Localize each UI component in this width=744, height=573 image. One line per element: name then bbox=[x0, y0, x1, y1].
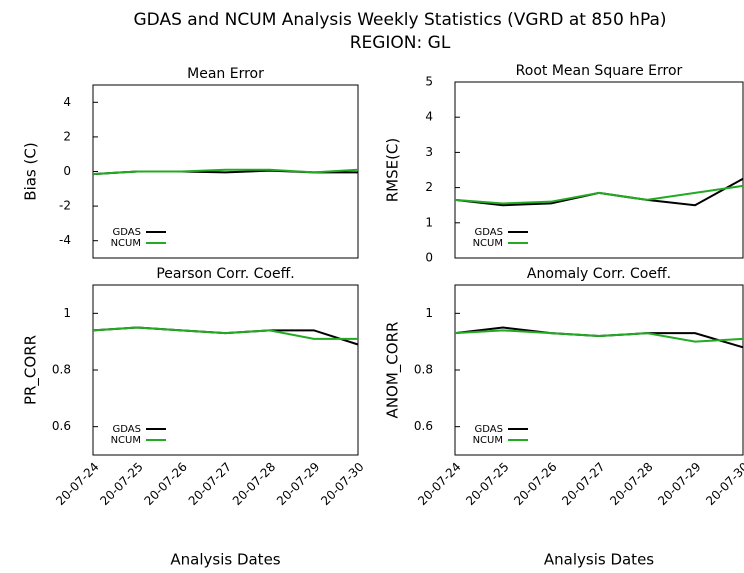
panel-title: Mean Error bbox=[187, 66, 264, 82]
chart-subtitle: REGION: GL bbox=[350, 33, 451, 53]
x-tick-label: 20-07-26 bbox=[142, 460, 190, 508]
y-tick-label: 4 bbox=[63, 95, 71, 109]
y-tick-label: 1 bbox=[425, 306, 433, 320]
x-tick-label: 20-07-25 bbox=[97, 460, 145, 508]
y-tick-label: 1 bbox=[425, 215, 433, 229]
x-tick-label: 20-07-30 bbox=[703, 460, 744, 508]
legend-label: NCUM bbox=[111, 435, 141, 446]
x-tick-label: 20-07-25 bbox=[463, 460, 511, 508]
y-axis-label: PR_CORR bbox=[22, 335, 41, 405]
legend-label: NCUM bbox=[111, 238, 141, 249]
data-line bbox=[92, 326, 358, 340]
panel-title: Root Mean Square Error bbox=[516, 63, 683, 79]
y-tick-label: 4 bbox=[425, 110, 433, 124]
data-line bbox=[92, 326, 359, 346]
data-line bbox=[92, 168, 359, 176]
y-tick-label: 2 bbox=[425, 180, 433, 194]
legend-label: NCUM bbox=[473, 238, 503, 249]
legend-label: GDAS bbox=[475, 424, 503, 435]
y-axis-label: ANOM_CORR bbox=[384, 322, 403, 419]
y-tick-label: 0.6 bbox=[414, 419, 433, 433]
legend-label: GDAS bbox=[113, 424, 141, 435]
data-line bbox=[454, 329, 744, 343]
x-tick-label: 20-07-28 bbox=[230, 460, 278, 508]
x-axis-label: Analysis Dates bbox=[544, 551, 654, 569]
panel-title: Anomaly Corr. Coeff. bbox=[527, 266, 671, 282]
data-line bbox=[454, 184, 744, 205]
x-tick-label: 20-07-29 bbox=[655, 460, 703, 508]
x-axis-label: Analysis Dates bbox=[170, 551, 280, 569]
x-tick-label: 20-07-30 bbox=[318, 460, 366, 508]
y-tick-label: 0.8 bbox=[414, 363, 433, 377]
y-tick-label: 2 bbox=[63, 129, 71, 143]
x-tick-label: 20-07-24 bbox=[53, 460, 101, 508]
y-tick-label: 5 bbox=[425, 75, 433, 89]
y-axis-label: RMSE(C) bbox=[384, 138, 402, 203]
plot-frame bbox=[454, 81, 744, 259]
y-tick-label: 0 bbox=[425, 251, 433, 265]
x-tick-label: 20-07-26 bbox=[511, 460, 559, 508]
x-tick-label: 20-07-29 bbox=[274, 460, 322, 508]
legend-label: NCUM bbox=[473, 435, 503, 446]
y-tick-label: 3 bbox=[425, 145, 433, 159]
y-axis-label: Bias (C) bbox=[22, 142, 40, 200]
panel-title: Pearson Corr. Coeff. bbox=[156, 266, 294, 282]
y-tick-label: -4 bbox=[59, 233, 71, 247]
x-tick-label: 20-07-27 bbox=[559, 460, 607, 508]
legend-label: GDAS bbox=[475, 227, 503, 238]
x-tick-label: 20-07-24 bbox=[415, 460, 463, 508]
y-tick-label: 0.8 bbox=[52, 363, 71, 377]
y-tick-label: 1 bbox=[63, 306, 71, 320]
legend-label: GDAS bbox=[113, 227, 141, 238]
y-tick-label: 0 bbox=[63, 164, 71, 178]
x-tick-label: 20-07-27 bbox=[186, 460, 234, 508]
y-tick-label: -2 bbox=[59, 199, 71, 213]
chart-title: GDAS and NCUM Analysis Weekly Statistics… bbox=[134, 10, 667, 30]
x-tick-label: 20-07-28 bbox=[607, 460, 655, 508]
y-tick-label: 0.6 bbox=[52, 419, 71, 433]
